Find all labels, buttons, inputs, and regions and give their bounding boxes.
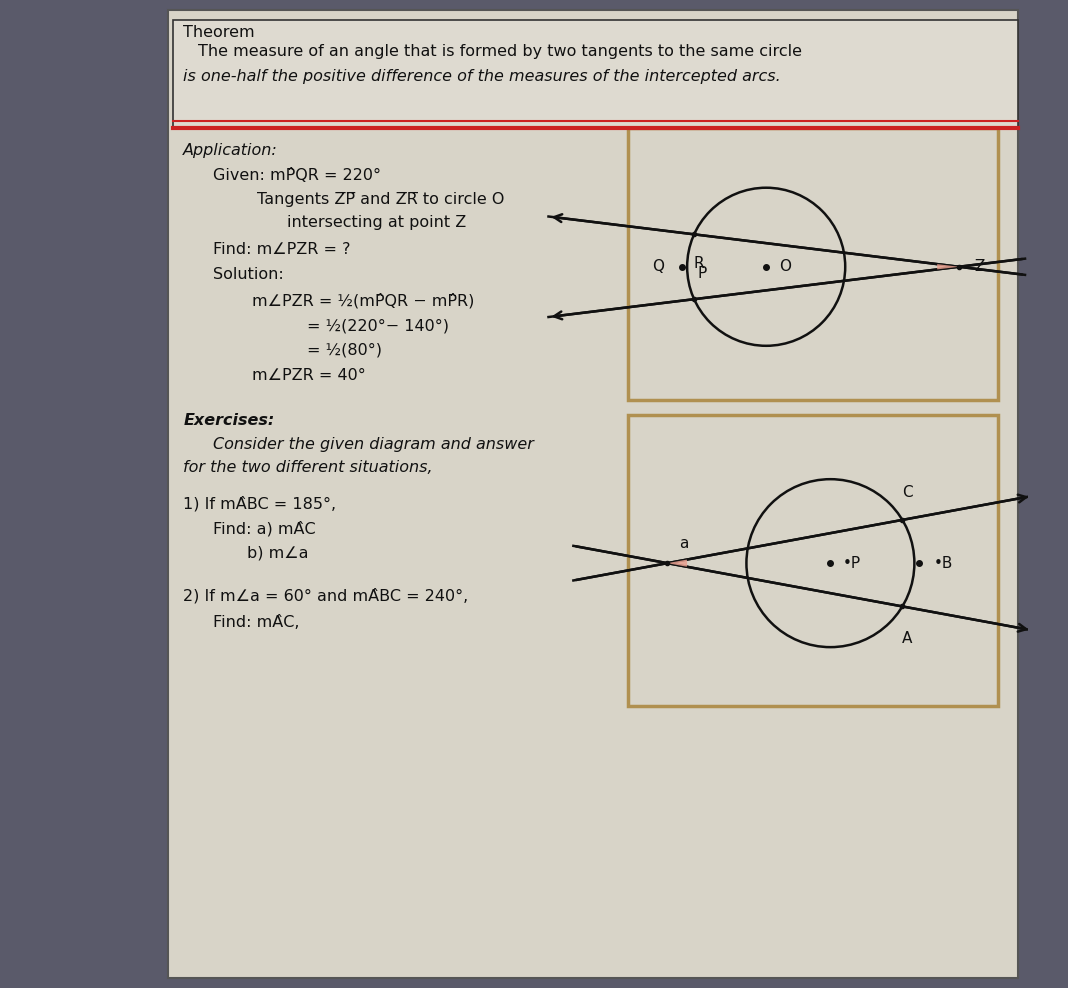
Text: for the two different situations,: for the two different situations,	[184, 460, 433, 475]
Text: a: a	[679, 536, 689, 551]
Text: Given: mP̂QR = 220°: Given: mP̂QR = 220°	[213, 168, 381, 183]
Text: Solution:: Solution:	[213, 267, 284, 282]
Text: Find: m∠PZR = ?: Find: m∠PZR = ?	[213, 242, 350, 257]
Text: A: A	[902, 631, 912, 646]
Text: Application:: Application:	[184, 143, 278, 158]
Text: The measure of an angle that is formed by two tangents to the same circle: The measure of an angle that is formed b…	[198, 44, 802, 59]
Text: 2) If m∠a = 60° and mÂBC = 240°,: 2) If m∠a = 60° and mÂBC = 240°,	[184, 588, 469, 604]
Text: is one-half the positive difference of the measures of the intercepted arcs.: is one-half the positive difference of t…	[184, 69, 781, 84]
Text: m∠PZR = ½(mP̂QR − mP̂R): m∠PZR = ½(mP̂QR − mP̂R)	[252, 293, 475, 309]
Text: Q: Q	[653, 259, 664, 275]
FancyBboxPatch shape	[173, 20, 1018, 128]
Text: Consider the given diagram and answer: Consider the given diagram and answer	[213, 437, 534, 452]
Text: •P: •P	[844, 555, 862, 571]
Text: = ½(80°): = ½(80°)	[307, 343, 381, 358]
Text: 1) If mÂBC = 185°,: 1) If mÂBC = 185°,	[184, 496, 336, 512]
Text: Z: Z	[975, 259, 985, 275]
FancyBboxPatch shape	[628, 415, 999, 706]
Wedge shape	[668, 559, 687, 567]
FancyBboxPatch shape	[169, 10, 1018, 978]
Text: Theorem: Theorem	[184, 25, 255, 40]
Wedge shape	[937, 264, 959, 270]
Text: m∠PZR = 40°: m∠PZR = 40°	[252, 368, 366, 382]
Text: Find: a) mÂC: Find: a) mÂC	[213, 521, 315, 536]
Text: C: C	[902, 485, 913, 500]
Text: O: O	[779, 259, 791, 275]
Text: Exercises:: Exercises:	[184, 413, 274, 428]
Text: b) m∠a: b) m∠a	[248, 545, 309, 560]
FancyBboxPatch shape	[628, 128, 999, 400]
Text: intersecting at point Z: intersecting at point Z	[287, 215, 467, 230]
Text: •B: •B	[934, 555, 954, 571]
Text: P: P	[697, 267, 707, 282]
Text: Find: mÂC,: Find: mÂC,	[213, 615, 299, 629]
Text: R: R	[694, 256, 705, 271]
Text: Tangents Z̅P̅ and Z̅R̅ to circle O: Tangents Z̅P̅ and Z̅R̅ to circle O	[257, 192, 505, 206]
Text: = ½(220°− 140°): = ½(220°− 140°)	[307, 318, 449, 333]
